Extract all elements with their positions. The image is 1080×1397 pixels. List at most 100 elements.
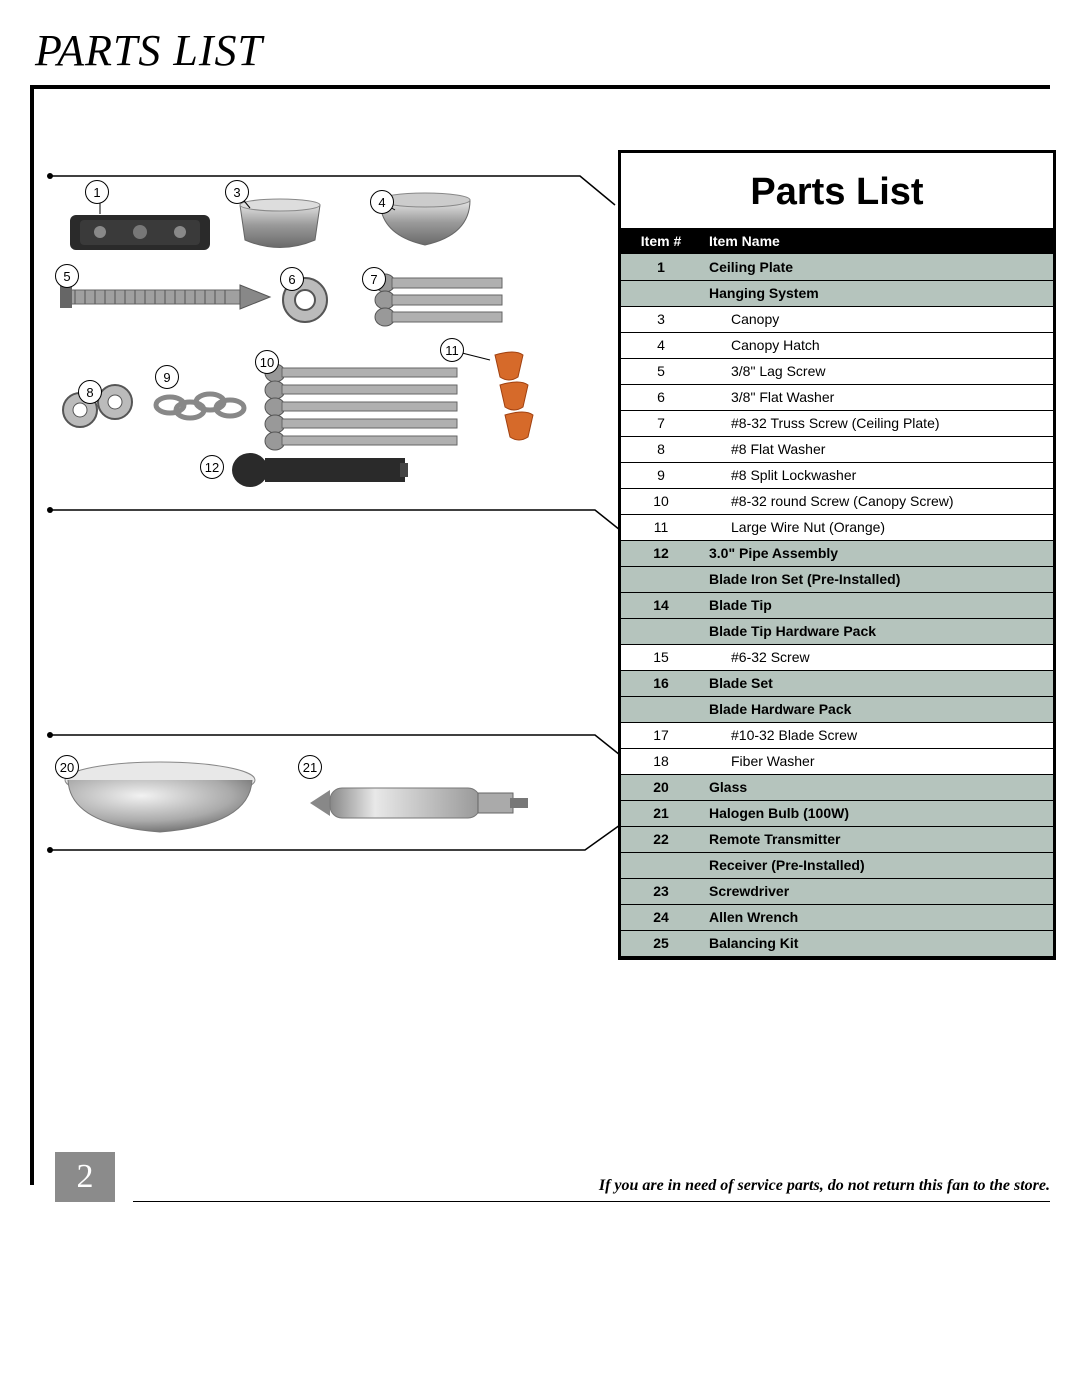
cell-item-name: Receiver (Pre-Installed): [701, 852, 1053, 878]
callout-8: 8: [78, 380, 102, 404]
cell-item-num: [621, 852, 701, 878]
cell-item-num: 23: [621, 878, 701, 904]
table-row: 123.0" Pipe Assembly: [621, 540, 1053, 566]
table-title: Parts List: [621, 153, 1053, 228]
callout-12: 12: [200, 455, 224, 479]
table-row: 10#8-32 round Screw (Canopy Screw): [621, 488, 1053, 514]
table-row: 1Ceiling Plate: [621, 254, 1053, 280]
table-row: 3Canopy: [621, 306, 1053, 332]
cell-item-name: Blade Tip Hardware Pack: [701, 618, 1053, 644]
table-row: 22Remote Transmitter: [621, 826, 1053, 852]
callout-5: 5: [55, 264, 79, 288]
footer-note: If you are in need of service parts, do …: [133, 1177, 1050, 1202]
cell-item-name: #8-32 Truss Screw (Ceiling Plate): [701, 410, 1053, 436]
parts-table-container: Parts List Item # Item Name 1Ceiling Pla…: [618, 150, 1056, 960]
cell-item-name: Blade Set: [701, 670, 1053, 696]
table-row: 63/8" Flat Washer: [621, 384, 1053, 410]
cell-item-name: Fiber Washer: [701, 748, 1053, 774]
cell-item-num: 3: [621, 306, 701, 332]
cell-item-name: #8 Split Lockwasher: [701, 462, 1053, 488]
table-row: 14Blade Tip: [621, 592, 1053, 618]
page-title-text: PARTS LIST: [35, 26, 263, 75]
cell-item-name: #10-32 Blade Screw: [701, 722, 1053, 748]
cell-item-num: [621, 566, 701, 592]
cell-item-name: Screwdriver: [701, 878, 1053, 904]
callout-11: 11: [440, 338, 464, 362]
cell-item-name: Canopy Hatch: [701, 332, 1053, 358]
parts-diagram: [40, 160, 630, 880]
callout-10: 10: [255, 350, 279, 374]
cell-item-name: 3/8" Lag Screw: [701, 358, 1053, 384]
callout-7: 7: [362, 267, 386, 291]
cell-item-name: 3/8" Flat Washer: [701, 384, 1053, 410]
table-row: 20Glass: [621, 774, 1053, 800]
page-number: 2: [55, 1152, 115, 1202]
cell-item-name: Remote Transmitter: [701, 826, 1053, 852]
cell-item-num: 7: [621, 410, 701, 436]
table-row: 7#8-32 Truss Screw (Ceiling Plate): [621, 410, 1053, 436]
cell-item-num: 4: [621, 332, 701, 358]
table-row: Blade Hardware Pack: [621, 696, 1053, 722]
table-row: 16Blade Set: [621, 670, 1053, 696]
cell-item-name: Balancing Kit: [701, 930, 1053, 956]
cell-item-name: 3.0" Pipe Assembly: [701, 540, 1053, 566]
cell-item-name: Ceiling Plate: [701, 254, 1053, 280]
cell-item-name: #8-32 round Screw (Canopy Screw): [701, 488, 1053, 514]
callout-21: 21: [298, 755, 322, 779]
cell-item-num: 8: [621, 436, 701, 462]
table-row: 23Screwdriver: [621, 878, 1053, 904]
table-row: Hanging System: [621, 280, 1053, 306]
cell-item-num: [621, 280, 701, 306]
table-row: 25Balancing Kit: [621, 930, 1053, 956]
cell-item-name: Glass: [701, 774, 1053, 800]
cell-item-num: 22: [621, 826, 701, 852]
col-header-num: Item #: [621, 228, 701, 254]
table-header-row: Item # Item Name: [621, 228, 1053, 254]
table-row: 24Allen Wrench: [621, 904, 1053, 930]
cell-item-num: 24: [621, 904, 701, 930]
cell-item-name: Blade Hardware Pack: [701, 696, 1053, 722]
footer: 2 If you are in need of service parts, d…: [55, 1152, 1050, 1202]
table-row: Blade Iron Set (Pre-Installed): [621, 566, 1053, 592]
callout-20: 20: [55, 755, 79, 779]
cell-item-num: 18: [621, 748, 701, 774]
cell-item-num: 1: [621, 254, 701, 280]
parts-table: Item # Item Name 1Ceiling PlateHanging S…: [621, 228, 1053, 957]
cell-item-name: Allen Wrench: [701, 904, 1053, 930]
table-row: 4Canopy Hatch: [621, 332, 1053, 358]
table-row: Blade Tip Hardware Pack: [621, 618, 1053, 644]
cell-item-name: Large Wire Nut (Orange): [701, 514, 1053, 540]
cell-item-name: Hanging System: [701, 280, 1053, 306]
callout-1: 1: [85, 180, 109, 204]
cell-item-num: 5: [621, 358, 701, 384]
table-row: 53/8" Lag Screw: [621, 358, 1053, 384]
callout-6: 6: [280, 267, 304, 291]
callout-4: 4: [370, 190, 394, 214]
cell-item-name: Blade Iron Set (Pre-Installed): [701, 566, 1053, 592]
table-row: Receiver (Pre-Installed): [621, 852, 1053, 878]
cell-item-name: Halogen Bulb (100W): [701, 800, 1053, 826]
cell-item-num: 10: [621, 488, 701, 514]
cell-item-num: 21: [621, 800, 701, 826]
cell-item-name: Canopy: [701, 306, 1053, 332]
cell-item-num: [621, 696, 701, 722]
table-row: 8#8 Flat Washer: [621, 436, 1053, 462]
cell-item-num: 11: [621, 514, 701, 540]
table-row: 17#10-32 Blade Screw: [621, 722, 1053, 748]
page-title: PARTS LIST: [35, 25, 263, 76]
table-row: 9#8 Split Lockwasher: [621, 462, 1053, 488]
callout-3: 3: [225, 180, 249, 204]
table-row: 15#6-32 Screw: [621, 644, 1053, 670]
cell-item-name: #8 Flat Washer: [701, 436, 1053, 462]
cell-item-num: 25: [621, 930, 701, 956]
cell-item-num: 6: [621, 384, 701, 410]
cell-item-name: Blade Tip: [701, 592, 1053, 618]
table-row: 18Fiber Washer: [621, 748, 1053, 774]
callout-9: 9: [155, 365, 179, 389]
cell-item-num: 17: [621, 722, 701, 748]
cell-item-num: 12: [621, 540, 701, 566]
cell-item-num: 15: [621, 644, 701, 670]
table-row: 11Large Wire Nut (Orange): [621, 514, 1053, 540]
cell-item-num: 14: [621, 592, 701, 618]
col-header-name: Item Name: [701, 228, 1053, 254]
